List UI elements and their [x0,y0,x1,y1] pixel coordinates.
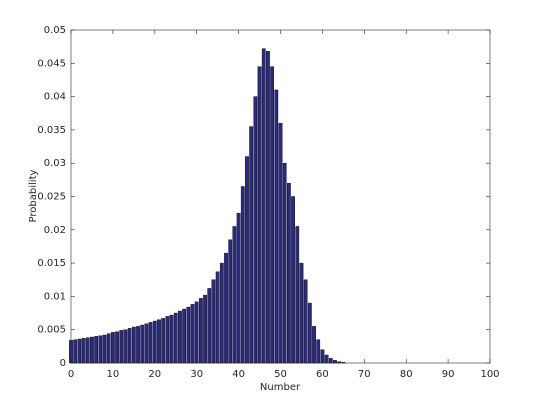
bar [287,182,291,364]
x-tick-label: 100 [480,369,499,380]
bar [270,66,274,364]
bar [115,331,119,364]
bar [337,361,342,364]
bar [77,338,82,364]
x-tick-label: 0 [68,369,74,380]
bar [312,326,316,364]
bar [324,354,329,364]
bar [186,306,191,364]
bar [307,302,312,364]
bar [127,328,132,364]
bar [73,339,78,364]
bar [90,336,94,364]
bar [249,126,254,364]
bar [85,337,90,364]
bar [98,335,103,364]
bar [316,339,321,364]
y-tick-label: 0.05 [44,25,66,36]
x-axis-label: Number [260,382,301,393]
bar [140,324,145,364]
bar [232,226,237,364]
x-tick-label: 10 [107,369,120,380]
x-tick-label: 80 [400,369,413,380]
bar [123,329,128,364]
bar [111,332,115,364]
bar [341,362,346,364]
y-tick-label: 0.01 [44,291,66,302]
bar [253,96,258,364]
y-tick-label: 0.02 [44,225,66,236]
y-axis-label: Probability [28,169,39,222]
y-tick-label: 0.03 [44,158,66,169]
x-tick-label: 60 [316,369,329,380]
y-tick-label: 0.025 [37,192,66,203]
x-tick-label: 20 [148,369,161,380]
bar [295,226,300,364]
bar [236,212,241,364]
bar [261,48,266,364]
bar [119,330,124,364]
bar [291,196,295,364]
bar [102,334,107,364]
bar [257,66,262,364]
bar [228,239,233,364]
bar [169,314,174,364]
bar [211,279,216,364]
bar [303,279,308,364]
bar [81,338,86,364]
x-tick-label: 40 [232,369,245,380]
bar [207,288,212,364]
x-tick-label: 50 [274,369,287,380]
y-tick-label: 0 [60,358,66,369]
bar [199,298,203,364]
bar [328,358,333,364]
bar [266,51,270,364]
bar [219,262,224,364]
bar [215,271,220,364]
x-tick-label: 70 [358,369,371,380]
y-tick-label: 0.04 [44,92,66,103]
bar [148,322,153,364]
bar [144,323,149,364]
bar [106,333,111,364]
bar [136,326,140,364]
bar [165,316,170,364]
y-tick-label: 0.015 [37,258,66,269]
bar [173,312,178,364]
bar [182,308,187,364]
bar [282,162,287,364]
bar [190,304,195,364]
bar [131,326,136,364]
y-tick-label: 0.005 [37,325,66,336]
bar [178,310,182,364]
bar [161,318,166,364]
bar [94,336,99,364]
bar [278,123,283,364]
x-tick-label: 30 [190,369,203,380]
bar [157,319,161,364]
bar [224,252,228,364]
bar [245,156,249,364]
x-tick-label: 90 [442,369,455,380]
bar [194,301,199,364]
bar [333,360,337,364]
bar [274,89,279,364]
bar [240,186,245,364]
bar [152,320,157,364]
bar [299,262,304,364]
y-tick-label: 0.045 [37,58,66,69]
bar [203,294,207,364]
y-tick-label: 0.035 [37,125,66,136]
